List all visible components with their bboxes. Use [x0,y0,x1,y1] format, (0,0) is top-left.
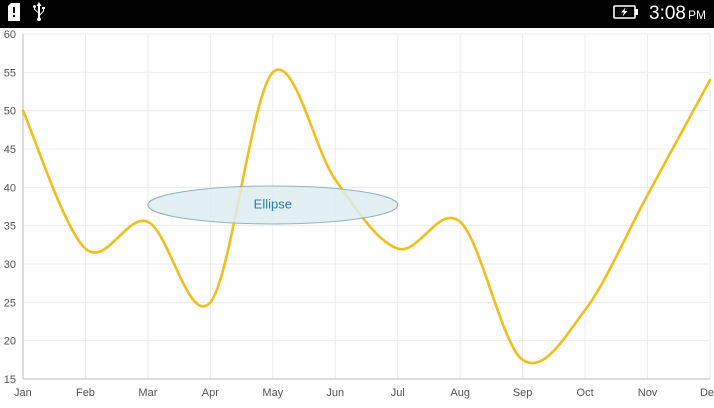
y-tick-label: 45 [4,144,16,156]
line-chart[interactable]: Ellipse 15 20 25 30 35 40 45 50 55 60 Jan Feb Mar Ap… [0,28,714,403]
ellipse-annotation[interactable] [147,185,399,225]
y-tick-label: 35 [4,221,16,233]
y-tick-label: 55 [4,67,16,79]
x-tick-label: Jan [14,387,32,399]
x-tick-label: Apr [202,387,219,399]
y-tick-label: 40 [4,182,16,194]
ellipse-annotation-label: Ellipse [254,196,292,211]
chart-area[interactable]: Ellipse 15 20 25 30 35 40 45 50 55 60 Jan Feb Mar Ap… [0,28,714,403]
x-axis-ticks: Jan Feb Mar Apr May Jun Jul Aug Sep Oct Nov De [14,387,714,399]
y-tick-label: 30 [4,259,16,271]
clock-time: 3:08 [649,3,686,24]
usb-icon [32,1,46,27]
x-tick-label: De [700,387,714,399]
y-tick-label: 60 [4,29,16,41]
y-tick-label: 50 [4,106,16,118]
status-left-icons [8,1,46,27]
battery-charging-icon [613,4,639,24]
status-bar: 3:08 PM [0,0,714,28]
x-tick-label: Sep [513,387,533,399]
sd-card-icon [8,2,20,26]
y-tick-label: 15 [4,374,16,386]
status-right: 3:08 PM [613,0,706,28]
clock-ampm: PM [688,8,706,22]
x-tick-label: Oct [577,387,594,399]
x-tick-label: May [262,387,283,399]
y-tick-label: 20 [4,336,16,348]
x-tick-label: Jul [391,387,405,399]
x-tick-label: Feb [76,387,95,399]
y-tick-label: 25 [4,297,16,309]
x-tick-label: Aug [450,387,470,399]
axis-layer [22,34,710,380]
annotation-layer[interactable]: Ellipse [147,185,399,225]
y-axis-ticks: 15 20 25 30 35 40 45 50 55 60 [4,29,16,386]
x-tick-label: Jun [326,387,344,399]
x-tick-label: Nov [638,387,658,399]
clock: 3:08 PM [649,3,706,25]
x-tick-label: Mar [138,387,157,399]
